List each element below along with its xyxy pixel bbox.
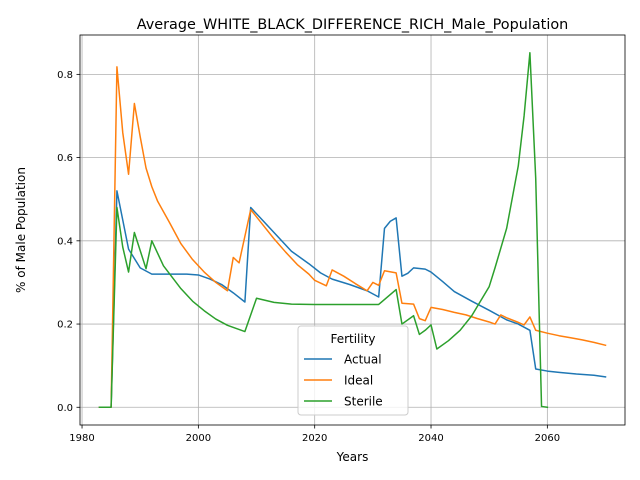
series-line-ideal (98, 66, 607, 409)
x-axis-label: Years (336, 450, 369, 464)
legend: Fertility Actual Ideal Sterile (297, 325, 409, 416)
plot-border (79, 34, 626, 426)
y-axis-ticks: 0.0 0.2 0.4 0.6 0.8 (57, 70, 80, 414)
axes-frame (79, 34, 626, 426)
x-tick-label: 1980 (69, 433, 94, 444)
x-tick-label: 2000 (186, 433, 211, 444)
legend-label-actual: Actual (344, 353, 382, 367)
legend-title: Fertility (330, 332, 375, 346)
y-tick-label: 0.8 (57, 70, 73, 81)
x-tick-label: 2060 (535, 433, 560, 444)
series-line-sterile (98, 51, 549, 409)
y-tick-label: 0.6 (57, 153, 73, 164)
y-tick-label: 0.2 (57, 320, 73, 331)
x-tick-label: 2040 (418, 433, 443, 444)
y-tick-label: 0.0 (57, 403, 73, 414)
series-layer (98, 51, 607, 409)
y-tick-label: 0.4 (57, 236, 73, 247)
x-tick-label: 2020 (302, 433, 327, 444)
x-axis-ticks: 1980 2000 2020 2040 2060 (69, 425, 560, 444)
chart-title: Average_WHITE_BLACK_DIFFERENCE_RICH_Male… (137, 17, 569, 33)
legend-label-sterile: Sterile (344, 395, 383, 409)
legend-label-ideal: Ideal (344, 374, 373, 388)
legend-box (297, 325, 409, 416)
y-axis-label: % of Male Population (14, 167, 28, 293)
